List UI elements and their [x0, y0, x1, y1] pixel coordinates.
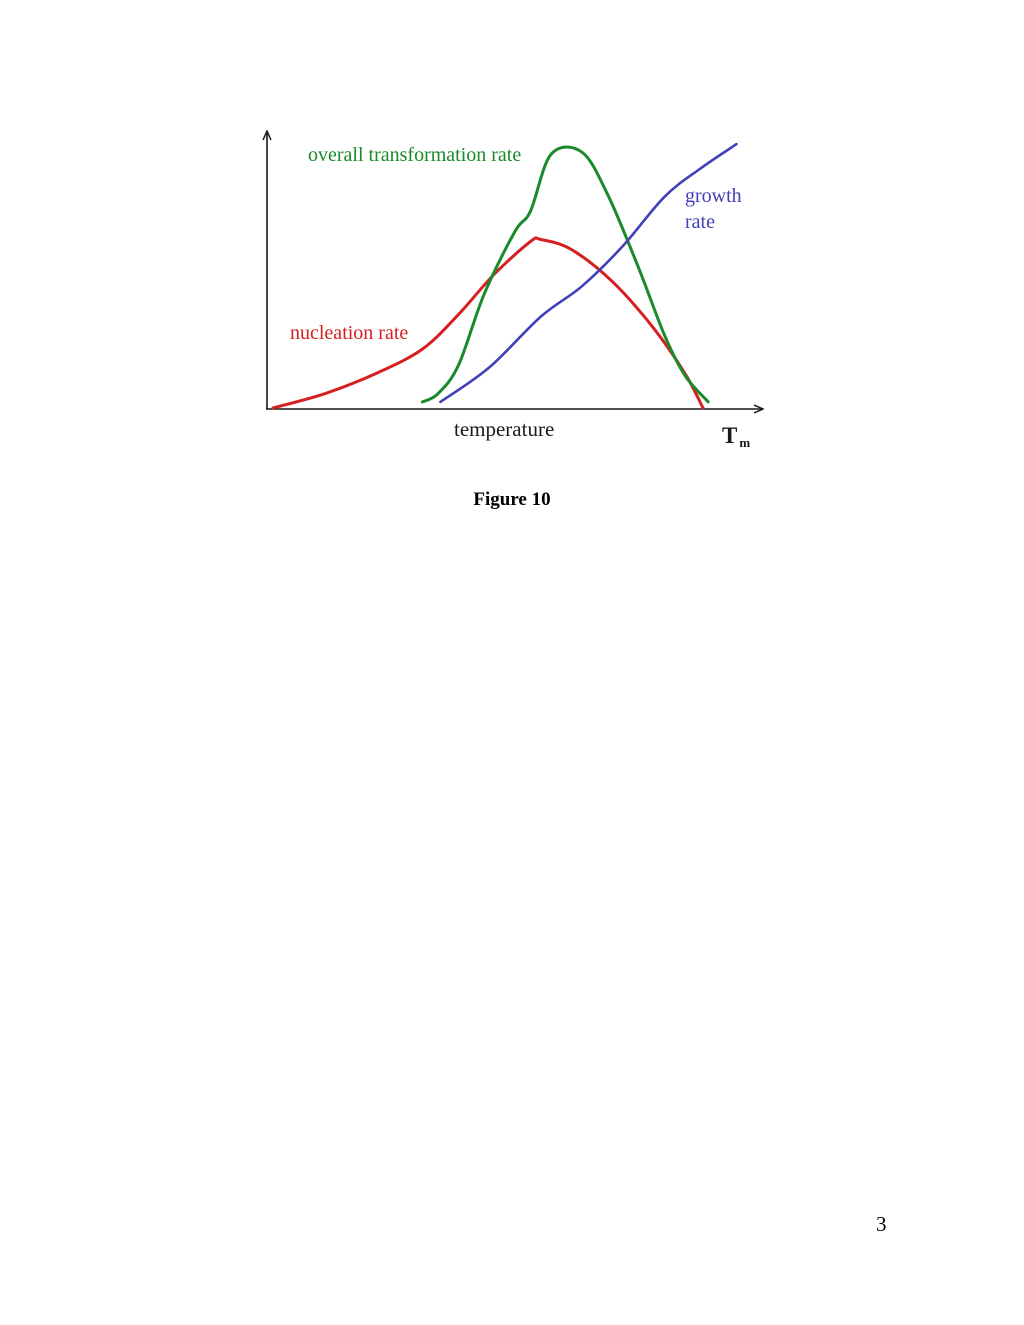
growth-rate-label-line1: growth [685, 185, 742, 207]
growth-rate-label-line2: rate [685, 211, 715, 233]
page-number: 3 [876, 1212, 887, 1236]
overall-transformation-rate-curve [420, 145, 710, 404]
overall-transformation-rate-label: overall transformation rate [308, 144, 521, 166]
growth-rate-curve [439, 142, 738, 404]
nucleation-rate-curve [271, 236, 705, 410]
figure-chart: nucleation rate overall transformation r… [0, 0, 1024, 450]
nucleation-rate-label: nucleation rate [290, 322, 408, 344]
x-axis-end-label-subscript: m [739, 435, 750, 450]
x-axis-label: temperature [454, 417, 554, 441]
x-axis-end-label-main: T [722, 423, 737, 448]
figure-caption: Figure 10 [473, 489, 551, 510]
